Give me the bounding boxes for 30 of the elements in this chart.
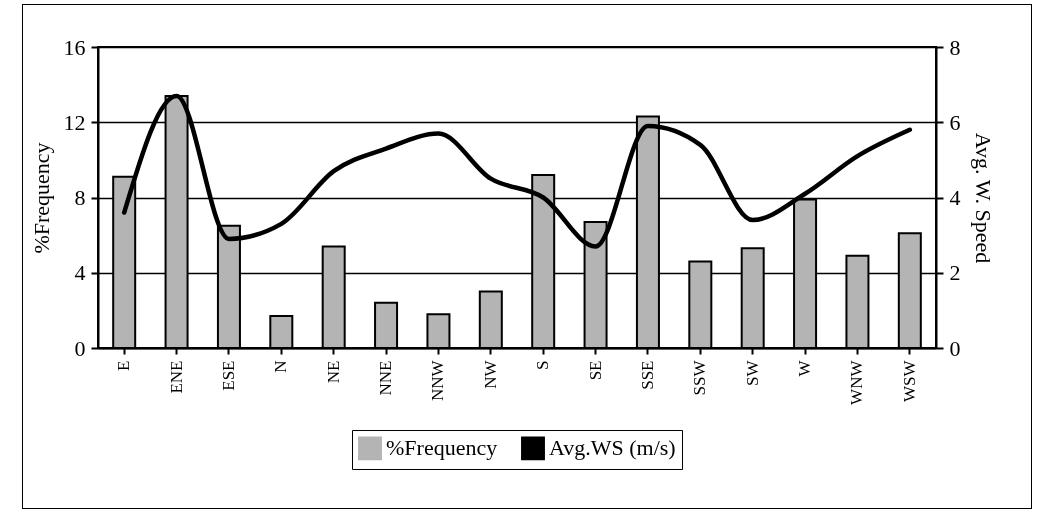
- x-tick-label: ESE: [218, 360, 238, 391]
- x-tick-label: NNE: [376, 360, 396, 396]
- legend-label: %Frequency: [386, 435, 498, 461]
- y-tick-label: 16: [63, 34, 86, 60]
- x-tick-label: SW: [742, 359, 762, 386]
- x-tick-label: E: [114, 360, 134, 371]
- y2-tick-label: 2: [949, 260, 961, 286]
- y-tick-label: 12: [63, 109, 86, 135]
- y2-tick-label: 8: [949, 34, 961, 60]
- y2-tick-label: 4: [949, 185, 961, 210]
- x-tick-label: NW: [480, 359, 500, 389]
- x-tick-label: SSW: [690, 359, 710, 396]
- x-tick-label: ENE: [166, 360, 186, 394]
- x-tick-label: WNW: [847, 359, 867, 405]
- y-axis-title: %Frequency: [28, 142, 54, 254]
- y-tick-label: 8: [74, 185, 86, 210]
- x-tick-label: SSE: [637, 360, 657, 390]
- y-tick-label: 4: [74, 260, 86, 286]
- x-tick-label: SE: [585, 360, 605, 381]
- legend-label: Avg.WS (m/s): [549, 435, 676, 461]
- y-tick-label: 0: [74, 335, 86, 361]
- x-tick-label: WSW: [899, 359, 919, 403]
- x-tick-label: S: [533, 360, 553, 370]
- y2-tick-label: 0: [949, 335, 961, 361]
- y2-tick-label: 6: [949, 109, 961, 135]
- y2-axis-title: Avg. W. Speed: [970, 132, 996, 264]
- x-tick-label: NNW: [428, 359, 448, 402]
- x-tick-label: NE: [323, 360, 343, 384]
- x-tick-label: W: [795, 359, 815, 377]
- x-tick-label: N: [271, 360, 291, 373]
